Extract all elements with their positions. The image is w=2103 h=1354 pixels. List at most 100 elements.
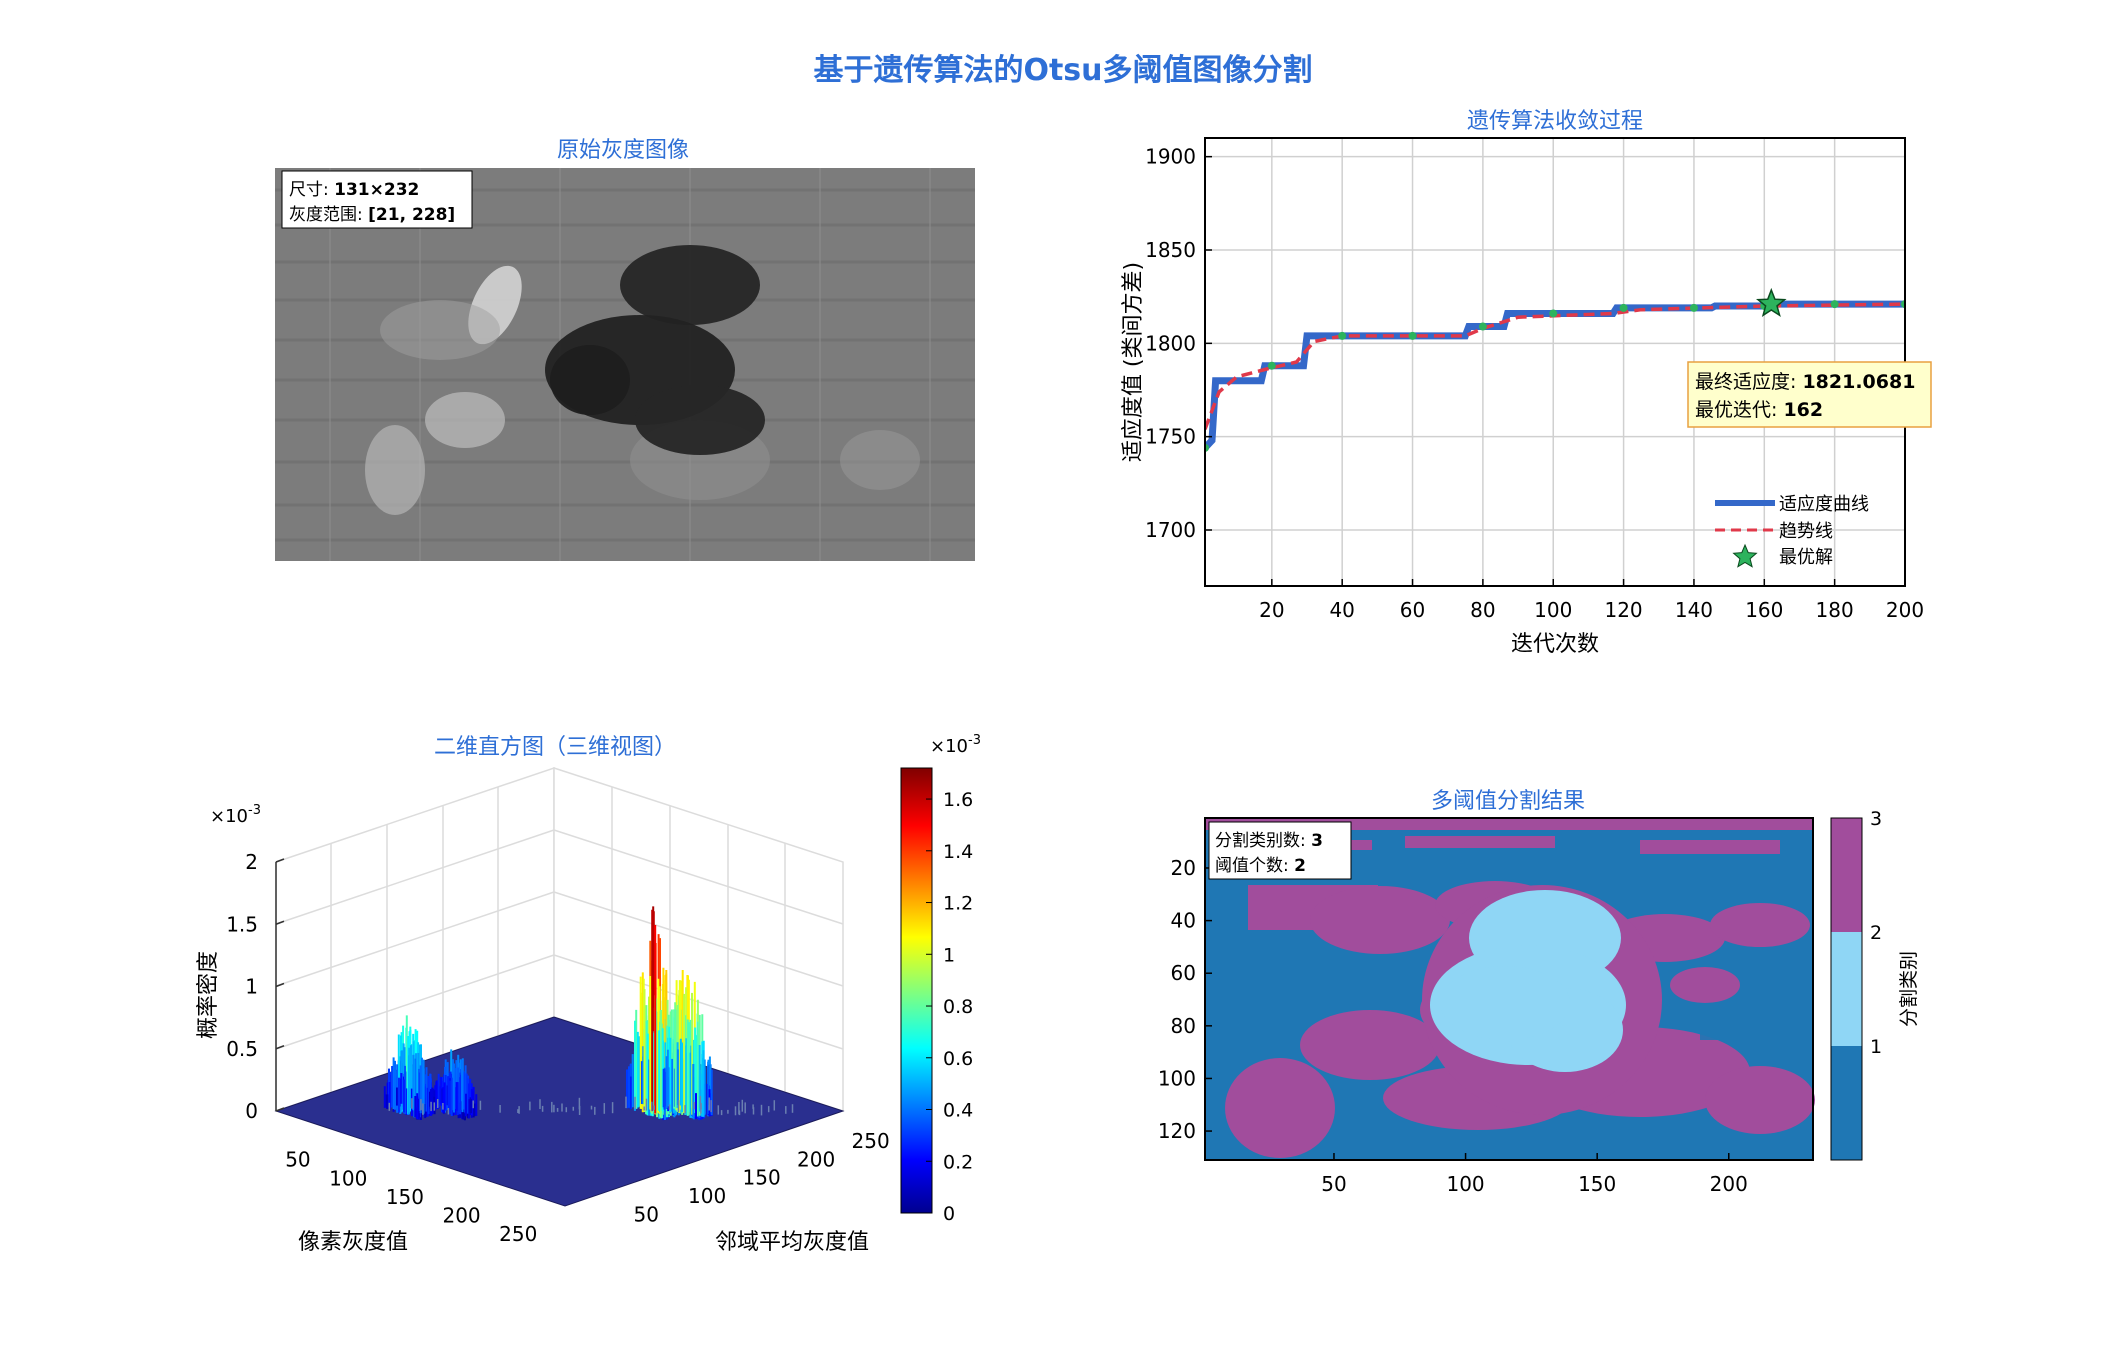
- y-tick-label: 150: [743, 1166, 781, 1190]
- y-tick-label: 40: [1171, 909, 1196, 933]
- best-solution-marker: [1756, 287, 1787, 317]
- fitness-sample-point: [1338, 331, 1347, 340]
- grayscale-image: [275, 168, 975, 561]
- x-tick-label: 160: [1745, 598, 1783, 622]
- colorbar-tick-label: 0.2: [943, 1151, 973, 1173]
- z-tick: [275, 1045, 285, 1050]
- z-tick: [275, 858, 285, 863]
- y-tick-label: 20: [1171, 856, 1196, 880]
- fitness-sample-point: [1689, 303, 1698, 312]
- final-fitness-value: 1821.0681: [1802, 371, 1915, 393]
- histogram-zlabel: 概率密度: [196, 951, 221, 1039]
- x-tick-label: 150: [386, 1185, 424, 1209]
- thresholds-value: 2: [1294, 856, 1306, 876]
- fitness-sample-point: [1408, 331, 1417, 340]
- final-fitness-label: 最终适应度:: [1695, 371, 1802, 393]
- colorbar-tick-label: 1.4: [943, 841, 973, 863]
- y-tick-label: 60: [1171, 961, 1196, 985]
- x-tick-label: 150: [1578, 1172, 1616, 1196]
- best-iter-label: 最优迭代:: [1695, 399, 1783, 421]
- histogram-panel: 二维直方图（三维视图） 00.511.525010015020025050100…: [196, 733, 981, 1255]
- colorbar-tick-label: 0.4: [943, 1100, 973, 1122]
- colorbar-tick-label: 0.6: [943, 1048, 973, 1070]
- colorbar-tick-label: 3: [1870, 808, 1882, 830]
- histogram-colorbar: 0 0.2 0.4 0.6 0.8 1 1.2 1.4 1.6 ×10-3: [900, 733, 981, 1225]
- convergence-xlabel: 迭代次数: [1511, 632, 1599, 657]
- z-tick-label: 0.5: [226, 1037, 258, 1061]
- y-tick-label: 200: [797, 1147, 835, 1171]
- z-tick-label: 2: [245, 850, 258, 874]
- svg-text:最优迭代: 162: 最优迭代: 162: [1695, 399, 1823, 421]
- x-tick-label: 200: [442, 1204, 480, 1228]
- fitness-sample-point: [1619, 303, 1628, 312]
- segmentation-ticks: 50 100 150 200 20 40 60 80 100 120: [1158, 856, 1748, 1196]
- y-tick-label: 1900: [1145, 145, 1196, 169]
- legend-best-label: 最优解: [1779, 547, 1833, 568]
- segmentation-colorbar: 1 2 3 分割类别: [1830, 808, 1920, 1161]
- z-tick-label: 1.5: [226, 912, 258, 936]
- trend-line: [1205, 302, 1905, 430]
- y-tick-label: 100: [1158, 1066, 1196, 1090]
- fitness-sample-point: [1267, 361, 1276, 370]
- segmentation-colorbar-label: 分割类别: [1898, 951, 1920, 1027]
- colorbar-tick-label: 0.8: [943, 996, 973, 1018]
- classes-label: 分割类别数:: [1215, 831, 1311, 851]
- x-tick-label: 250: [499, 1222, 537, 1246]
- x-tick-label: 40: [1329, 598, 1354, 622]
- x-tick-label: 200: [1710, 1172, 1748, 1196]
- histogram-zscale-exp: -3: [248, 803, 261, 818]
- x-tick-label: 100: [329, 1166, 367, 1190]
- histogram-box: [275, 766, 844, 1113]
- histogram-zscale: ×10-3: [210, 803, 261, 827]
- svg-text:阈值个数: 2: 阈值个数: 2: [1215, 856, 1306, 876]
- range-value: [21, 228]: [368, 205, 455, 225]
- legend-best-marker: [1732, 543, 1758, 568]
- x-tick-label: 50: [1321, 1172, 1346, 1196]
- svg-text:最终适应度: 1821.0681: 最终适应度: 1821.0681: [1695, 371, 1915, 393]
- z-tick: [275, 1107, 285, 1112]
- thresholds-label: 阈值个数:: [1215, 856, 1294, 876]
- fitness-sample-point: [1478, 322, 1487, 331]
- fitness-sample-point: [1549, 309, 1558, 318]
- histogram-peaks: [383, 906, 794, 1121]
- figure-title: 基于遗传算法的Otsu多阈值图像分割: [813, 53, 1312, 88]
- fitness-sample-point: [1830, 300, 1839, 309]
- segmentation-panel: 多阈值分割结果: [1158, 789, 1920, 1196]
- convergence-title: 遗传算法收敛过程: [1467, 109, 1643, 134]
- y-tick-label: 1750: [1145, 425, 1196, 449]
- y-tick-label: 1850: [1145, 238, 1196, 262]
- y-tick-label: 250: [852, 1129, 890, 1153]
- colorbar-tick-label: 1.6: [943, 789, 973, 811]
- convergence-legend: 适应度曲线 趋势线 最优解: [1715, 494, 1869, 568]
- segmentation-info-box: 分割类别数: 3 阈值个数: 2: [1208, 821, 1352, 880]
- z-tick: [275, 920, 285, 925]
- convergence-ticks: 20 40 60 80 100 120 140 160 180 200 1700 1750 1800 18…: [1145, 145, 1924, 622]
- image-panel: 原始灰度图像: [275, 138, 975, 561]
- x-tick-label: 120: [1604, 598, 1642, 622]
- legend-fitness-label: 适应度曲线: [1779, 494, 1869, 515]
- x-tick-label: 140: [1675, 598, 1713, 622]
- histogram-zscale-base: ×10: [210, 806, 248, 827]
- colorbar-tick-label: 1: [943, 944, 955, 966]
- y-tick-label: 100: [688, 1184, 726, 1208]
- image-title: 原始灰度图像: [557, 138, 689, 163]
- colorbar-tick-label: 1: [1870, 1036, 1882, 1058]
- size-label: 尺寸:: [289, 180, 334, 200]
- convergence-ylabel: 适应度值 (类间方差): [1121, 262, 1146, 462]
- z-tick: [275, 982, 285, 988]
- convergence-panel: 遗传算法收敛过程 20 40 60 80 100 120 140 160 180 200 1700 1…: [1121, 109, 1932, 657]
- histogram-title: 二维直方图（三维视图）: [434, 735, 676, 760]
- colorbar-tick-label: 1.2: [943, 893, 973, 915]
- x-tick-label: 80: [1470, 598, 1495, 622]
- colorbar-scale-exp: -3: [968, 733, 981, 748]
- x-tick-label: 50: [285, 1148, 310, 1172]
- legend-trend-label: 趋势线: [1779, 521, 1833, 542]
- segmentation-title: 多阈值分割结果: [1431, 789, 1585, 814]
- histogram-xlabel: 像素灰度值: [298, 1230, 408, 1255]
- y-tick-label: 50: [634, 1203, 659, 1227]
- colorbar-scale: ×10-3: [930, 733, 981, 757]
- range-label: 灰度范围:: [289, 205, 368, 225]
- colorbar-scale-base: ×10: [930, 736, 968, 757]
